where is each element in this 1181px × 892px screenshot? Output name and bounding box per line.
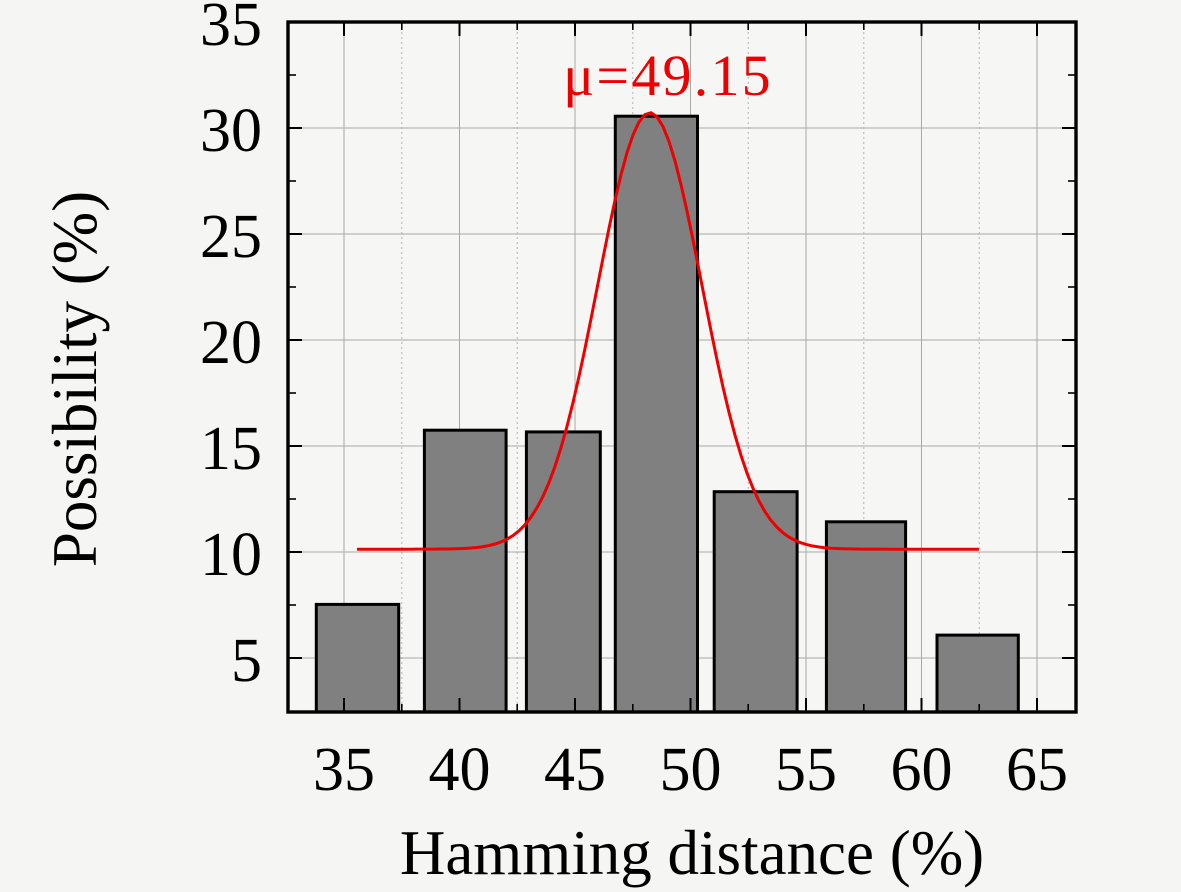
svg-text:35: 35 <box>313 736 375 804</box>
svg-text:60: 60 <box>891 736 953 804</box>
svg-text:25: 25 <box>200 203 262 271</box>
svg-text:40: 40 <box>429 736 491 804</box>
svg-text:55: 55 <box>775 736 837 804</box>
svg-text:5: 5 <box>231 627 262 695</box>
svg-text:30: 30 <box>200 97 262 165</box>
svg-text:μ=49.15: μ=49.15 <box>563 43 773 108</box>
svg-text:10: 10 <box>200 521 262 589</box>
svg-text:50: 50 <box>660 736 722 804</box>
svg-text:Possibility (%): Possibility (%) <box>40 191 110 567</box>
svg-text:Hamming distance (%): Hamming distance (%) <box>400 818 984 888</box>
svg-text:45: 45 <box>544 736 606 804</box>
svg-text:20: 20 <box>200 309 262 377</box>
svg-text:65: 65 <box>1006 736 1068 804</box>
svg-text:15: 15 <box>200 415 262 483</box>
svg-text:35: 35 <box>200 0 262 59</box>
